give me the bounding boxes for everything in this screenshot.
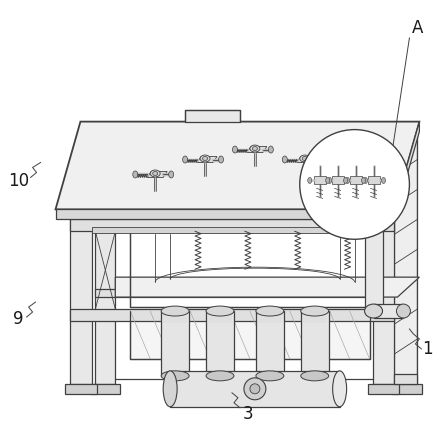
Ellipse shape	[250, 384, 260, 394]
Bar	[314, 176, 326, 184]
Ellipse shape	[364, 178, 368, 184]
Ellipse shape	[302, 156, 307, 161]
Bar	[332, 176, 344, 184]
Bar	[70, 219, 394, 231]
Bar	[301, 311, 329, 376]
Ellipse shape	[169, 171, 174, 178]
Ellipse shape	[256, 306, 284, 316]
Bar	[368, 176, 380, 184]
Bar	[90, 384, 120, 394]
Polygon shape	[394, 122, 420, 219]
Polygon shape	[55, 210, 394, 219]
Bar	[258, 311, 282, 323]
Ellipse shape	[153, 171, 158, 176]
Text: 3: 3	[243, 405, 253, 423]
Ellipse shape	[333, 371, 346, 407]
Ellipse shape	[365, 304, 382, 318]
Polygon shape	[247, 147, 267, 153]
Bar	[95, 132, 397, 139]
Ellipse shape	[218, 156, 224, 163]
Ellipse shape	[202, 156, 207, 161]
Bar	[365, 231, 382, 311]
Polygon shape	[185, 110, 240, 122]
Polygon shape	[55, 122, 420, 210]
Ellipse shape	[396, 304, 410, 318]
Ellipse shape	[300, 155, 310, 162]
Ellipse shape	[308, 178, 312, 184]
Bar	[394, 374, 417, 384]
Bar	[303, 311, 326, 323]
Ellipse shape	[161, 306, 189, 316]
Ellipse shape	[233, 146, 237, 153]
Text: A: A	[412, 19, 423, 37]
Bar	[392, 384, 422, 394]
Ellipse shape	[301, 306, 329, 316]
Bar	[66, 384, 97, 394]
Ellipse shape	[282, 156, 288, 163]
Ellipse shape	[161, 371, 189, 381]
Bar	[93, 227, 372, 233]
Ellipse shape	[322, 166, 327, 173]
Ellipse shape	[206, 371, 234, 381]
Bar	[368, 384, 400, 394]
Ellipse shape	[342, 167, 347, 170]
Ellipse shape	[344, 178, 348, 184]
Text: 1: 1	[422, 340, 433, 358]
Ellipse shape	[340, 165, 350, 172]
Ellipse shape	[133, 171, 138, 178]
Ellipse shape	[268, 146, 273, 153]
Bar	[163, 311, 187, 323]
Bar	[161, 311, 189, 376]
Bar	[206, 311, 234, 376]
Polygon shape	[147, 171, 167, 178]
Ellipse shape	[256, 371, 284, 381]
Bar	[95, 289, 397, 297]
Polygon shape	[337, 167, 357, 173]
Bar	[70, 309, 394, 321]
Ellipse shape	[244, 378, 266, 400]
Ellipse shape	[358, 166, 363, 173]
Ellipse shape	[250, 145, 260, 152]
Polygon shape	[197, 156, 217, 162]
Ellipse shape	[200, 155, 210, 162]
Ellipse shape	[150, 170, 160, 177]
Bar	[256, 311, 284, 376]
Ellipse shape	[206, 306, 234, 316]
Bar	[170, 371, 340, 407]
Text: 9: 9	[13, 310, 24, 328]
Bar	[350, 176, 361, 184]
Ellipse shape	[183, 156, 187, 163]
Bar	[397, 132, 417, 384]
Ellipse shape	[328, 178, 332, 184]
Bar	[373, 219, 394, 384]
Polygon shape	[130, 311, 369, 359]
Ellipse shape	[163, 371, 177, 407]
Ellipse shape	[253, 147, 257, 150]
Ellipse shape	[346, 178, 350, 184]
Bar	[95, 132, 115, 384]
Circle shape	[300, 130, 409, 239]
Ellipse shape	[326, 178, 330, 184]
Bar	[373, 304, 404, 318]
Ellipse shape	[361, 178, 365, 184]
Ellipse shape	[301, 371, 329, 381]
Bar	[208, 311, 232, 323]
Polygon shape	[297, 156, 317, 162]
Ellipse shape	[381, 178, 385, 184]
Polygon shape	[394, 132, 417, 384]
Ellipse shape	[318, 156, 323, 163]
Text: 10: 10	[8, 173, 29, 190]
Bar	[70, 219, 93, 384]
Polygon shape	[115, 277, 420, 297]
